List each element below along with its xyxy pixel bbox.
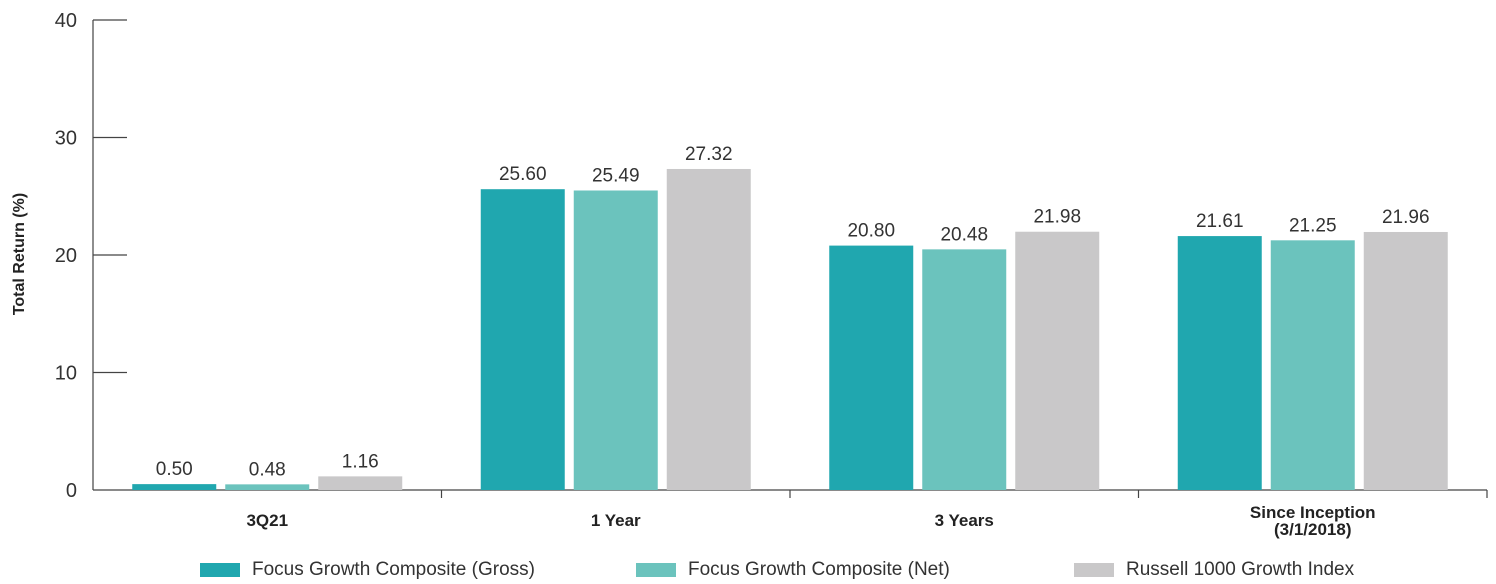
legend-swatch xyxy=(200,563,240,577)
data-label: 1.16 xyxy=(342,451,379,472)
legend: Focus Growth Composite (Gross) Focus Grow… xyxy=(0,558,1496,582)
y-tick-label: 40 xyxy=(55,10,77,32)
legend-label: Russell 1000 Growth Index xyxy=(1126,559,1355,580)
y-tick-label: 30 xyxy=(55,128,77,150)
y-tick-label: 20 xyxy=(55,245,77,267)
data-label: 20.48 xyxy=(940,224,988,245)
data-label: 21.25 xyxy=(1289,215,1337,236)
x-tick-label: 3 Years xyxy=(935,511,994,530)
data-label: 21.98 xyxy=(1033,207,1081,228)
legend-label: Focus Growth Composite (Gross) xyxy=(252,559,535,580)
bar xyxy=(225,484,310,490)
data-label: 25.60 xyxy=(499,164,547,185)
y-tick-label: 0 xyxy=(66,480,77,502)
value-labels: 0.50 0.48 1.16 25.60 25.49 27.32 20.80 20.48 21.… xyxy=(156,144,1430,480)
x-tick-label: 1 Year xyxy=(591,511,641,530)
x-tick-label: Since Inception xyxy=(1250,503,1376,522)
bars xyxy=(132,168,1448,491)
bar xyxy=(480,189,565,490)
data-label: 0.50 xyxy=(156,459,193,480)
y-tick-label: 10 xyxy=(55,363,77,385)
data-label: 27.32 xyxy=(685,144,733,165)
legend-label: Focus Growth Composite (Net) xyxy=(688,559,950,580)
legend-swatch xyxy=(636,563,676,577)
bar xyxy=(132,484,217,490)
bar xyxy=(829,245,914,490)
data-label: 25.49 xyxy=(592,165,640,186)
bar xyxy=(573,190,658,490)
data-label: 20.80 xyxy=(847,221,895,242)
bar xyxy=(318,476,403,490)
legend-item: Focus Growth Composite (Gross) xyxy=(200,558,535,582)
bar xyxy=(1270,240,1355,490)
category-labels: 3Q21 1 Year 3 Years Since Inception(3/1/201… xyxy=(246,503,1375,539)
data-label: 21.61 xyxy=(1196,211,1244,232)
data-label: 0.48 xyxy=(249,459,286,480)
bar xyxy=(1177,236,1262,490)
legend-item: Russell 1000 Growth Index xyxy=(1074,558,1354,582)
x-tick-label: (3/1/2018) xyxy=(1274,520,1352,539)
y-axis-title: Total Return (%) xyxy=(11,193,28,315)
legend-item: Focus Growth Composite (Net) xyxy=(636,558,950,582)
bar xyxy=(1363,231,1448,490)
bar xyxy=(666,168,751,491)
bar xyxy=(1015,231,1100,491)
bar xyxy=(922,249,1007,490)
data-label: 21.96 xyxy=(1382,207,1430,228)
legend-swatch xyxy=(1074,563,1114,577)
x-tick-label: 3Q21 xyxy=(246,511,288,530)
